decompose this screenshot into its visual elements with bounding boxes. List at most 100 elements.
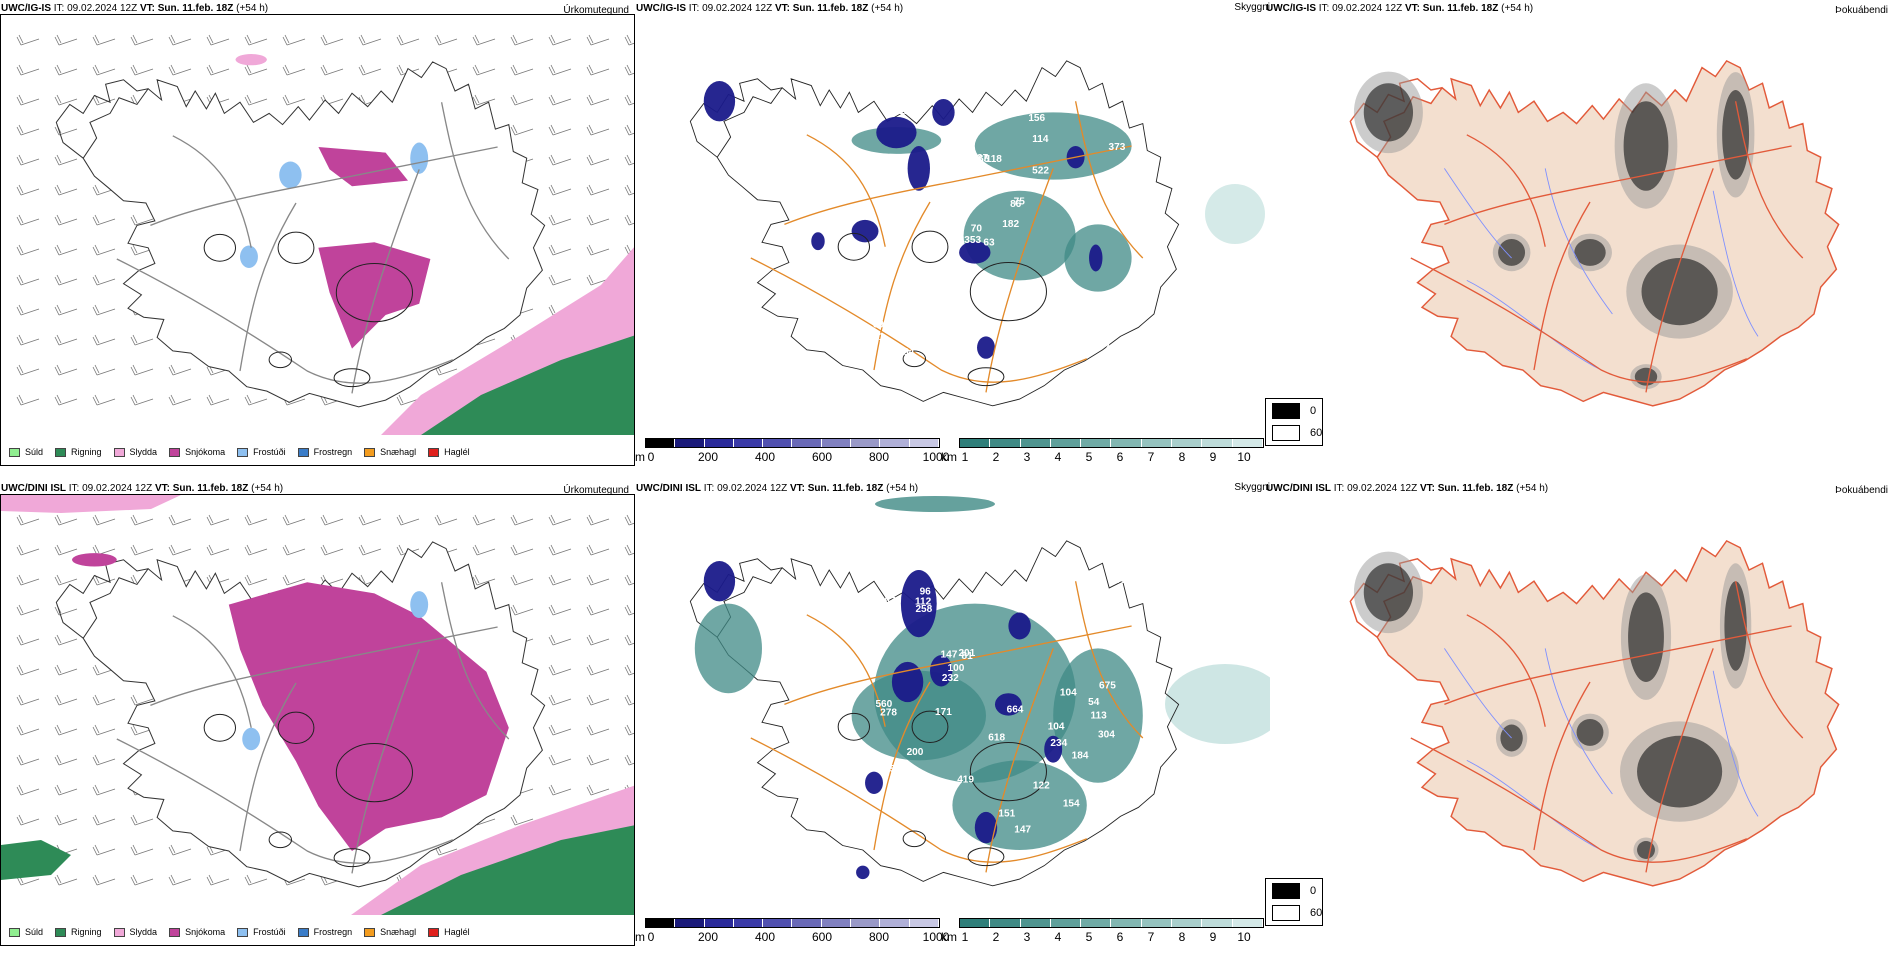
- visibility-panel-title: Skyggni: [1234, 2, 1270, 13]
- colorbar-swatch: [733, 919, 764, 927]
- km-colorbar-tick: 4: [1054, 450, 1062, 464]
- very-low-visibility-area: [1044, 735, 1063, 763]
- visibility-value-label: 86: [1010, 199, 1022, 210]
- colorbar-swatch: [733, 439, 764, 447]
- it-label: IT:: [1318, 3, 1330, 14]
- fog-map: [1349, 59, 1840, 407]
- very-low-visibility-area: [994, 693, 1022, 716]
- colorbar-swatch: [1141, 919, 1173, 927]
- colorbar-swatch: [880, 439, 910, 447]
- vt-label: VT:: [789, 483, 805, 494]
- visibility-value-label: 675: [1099, 680, 1116, 691]
- visibility-m-colorbar: m 0 200 400 600 800 1000: [635, 918, 949, 954]
- visibility-value-label: 54: [1088, 697, 1100, 708]
- dense-fog-area: [1574, 238, 1606, 266]
- fog-legend-item: 0: [1272, 403, 1316, 419]
- colorbar-swatch: [1202, 919, 1233, 927]
- m-colorbar-strip: [645, 438, 940, 448]
- very-low-visibility-area: [932, 98, 955, 126]
- lead-time: (+54 h): [1501, 3, 1534, 14]
- freezing-drizzle-area: [410, 142, 429, 174]
- glacier-outlines: [837, 230, 1047, 387]
- visibility-value-label: 379: [1097, 802, 1114, 813]
- fog-legend-swatch: [1272, 883, 1300, 899]
- fog-legend-item: 60: [1272, 425, 1322, 441]
- precip-legend-item: Frostregn: [297, 447, 352, 457]
- legend-label: Slydda: [129, 927, 158, 937]
- visibility-panel-title: Skyggni: [1234, 482, 1270, 493]
- very-low-visibility-area: [811, 232, 825, 251]
- model-name: UWC/IG-IS: [1266, 3, 1316, 14]
- visibility-value-label: 200: [907, 747, 924, 758]
- visibility-value-label: 278: [880, 708, 897, 719]
- rain-area-sea: [381, 825, 634, 915]
- dense-fog-area: [1637, 735, 1723, 808]
- sleet-area: [235, 54, 267, 66]
- visibility-value-label: 81: [961, 651, 973, 662]
- precip-legend-item: Súld: [9, 927, 43, 937]
- road-network: [1410, 101, 1804, 393]
- fog-panel-title: Þokuábendi: [1835, 485, 1888, 496]
- fog-legend-item: 0: [1272, 883, 1316, 899]
- visibility-value-label: 184: [897, 347, 914, 358]
- model-name: UWC/IG-IS: [1, 3, 51, 14]
- legend-swatch: [113, 927, 125, 937]
- visibility-value-label: 156: [1028, 113, 1045, 124]
- dense-fog-area: [1628, 592, 1664, 682]
- dense-fog-area: [1500, 724, 1523, 752]
- visibility-value-label: 118: [986, 154, 1003, 165]
- iceland-outline: [716, 540, 1180, 887]
- m-colorbar-tick: 1000: [922, 930, 950, 944]
- visibility-value-label: 70: [971, 224, 983, 235]
- km-colorbar-tick: 2: [992, 930, 1000, 944]
- visibility-value-label: 147: [941, 650, 958, 661]
- precip-legend-item: Slydda: [113, 927, 158, 937]
- it-label: IT:: [68, 483, 80, 494]
- very-low-visibility-area: [977, 336, 995, 359]
- it-label: IT:: [688, 3, 700, 14]
- colorbar-swatch: [704, 439, 734, 447]
- colorbar-swatch: [1232, 919, 1263, 927]
- dense-fog-area: [1363, 563, 1414, 622]
- colorbar-swatch: [763, 439, 793, 447]
- legend-swatch: [428, 927, 440, 937]
- km-colorbar-tick: 7: [1147, 450, 1155, 464]
- fog-legend-swatch: [1272, 905, 1300, 921]
- km-colorbar-tick: 1: [961, 450, 969, 464]
- very-low-visibility-area: [876, 116, 917, 149]
- colorbar-swatch: [646, 439, 676, 447]
- low-visibility-area: [974, 112, 1132, 180]
- visibility-value-label: 100: [948, 663, 965, 674]
- km-colorbar-tick: 7: [1147, 930, 1155, 944]
- dense-fog-area: [1634, 367, 1658, 386]
- model-name: UWC/DINI ISL: [1, 483, 66, 494]
- m-colorbar-strip: [645, 918, 940, 928]
- colorbar-swatch: [1050, 439, 1082, 447]
- legend-label: Frostúði: [253, 927, 286, 937]
- vt-value: Sun. 11.feb. 18Z: [157, 3, 234, 14]
- it-value: 09.02.2024 12Z: [1347, 483, 1418, 494]
- legend-swatch: [169, 927, 181, 937]
- low-visibility-area: [694, 603, 762, 694]
- fog-legend-item: 60: [1272, 905, 1322, 921]
- vt-value: Sun. 11.feb. 18Z: [1422, 3, 1499, 14]
- km-colorbar-tick: 1: [961, 930, 969, 944]
- legend-label: Súld: [25, 927, 44, 937]
- low-visibility-area: [963, 190, 1076, 281]
- visibility-value-label: 171: [935, 707, 952, 718]
- colorbar-swatch: [1020, 919, 1051, 927]
- visibility-value-label: 10: [884, 801, 896, 812]
- visibility-value-label: 522: [1032, 166, 1049, 177]
- very-low-visibility-area: [856, 865, 870, 880]
- visibility-value-label: 367: [879, 596, 896, 607]
- visibility-value-label: 75: [1014, 197, 1026, 208]
- colorbar-swatch: [1202, 439, 1233, 447]
- visibility-value-label: 194: [1039, 589, 1056, 600]
- colorbar-swatch: [704, 919, 734, 927]
- legend-swatch: [297, 927, 309, 937]
- km-colorbar-unit: km: [941, 930, 957, 944]
- lead-time: (+54 h): [871, 3, 904, 14]
- road-network: [116, 582, 510, 874]
- run-header: UWC/IG-IS IT: 09.02.2024 12Z VT: Sun. 11…: [636, 3, 903, 14]
- m-colorbar-unit: m: [635, 930, 645, 944]
